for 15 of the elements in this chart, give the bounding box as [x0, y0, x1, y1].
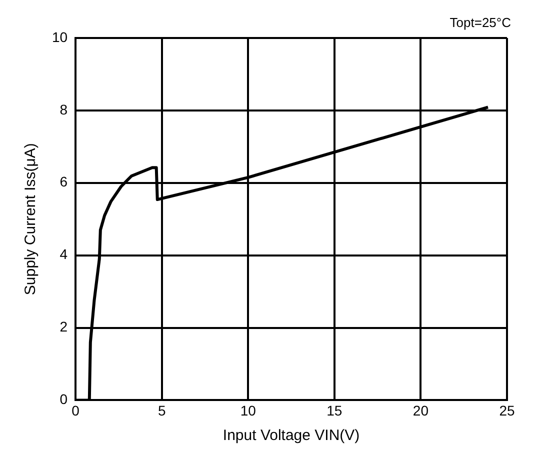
y-tick-label: 6 [60, 174, 68, 190]
x-tick-label: 0 [72, 402, 80, 418]
x-tick-label: 20 [412, 402, 429, 418]
y-tick-label: 10 [52, 28, 68, 45]
x-tick-label: 25 [499, 402, 515, 418]
x-tick-label: 15 [326, 402, 342, 418]
y-tick-label: 4 [60, 246, 68, 262]
y-tick-label: 8 [60, 101, 68, 118]
x-axis-title: Input Voltage VIN(V) [222, 427, 360, 444]
text: Topt=25°C [450, 15, 511, 30]
y-axis-title: Supply Current Iss(μA) [22, 143, 40, 296]
y-tick-label: 2 [60, 318, 68, 335]
x-tick-label: 10 [240, 402, 256, 418]
x-tick-label: 5 [158, 402, 166, 418]
y-tick-label: 0 [60, 391, 68, 408]
